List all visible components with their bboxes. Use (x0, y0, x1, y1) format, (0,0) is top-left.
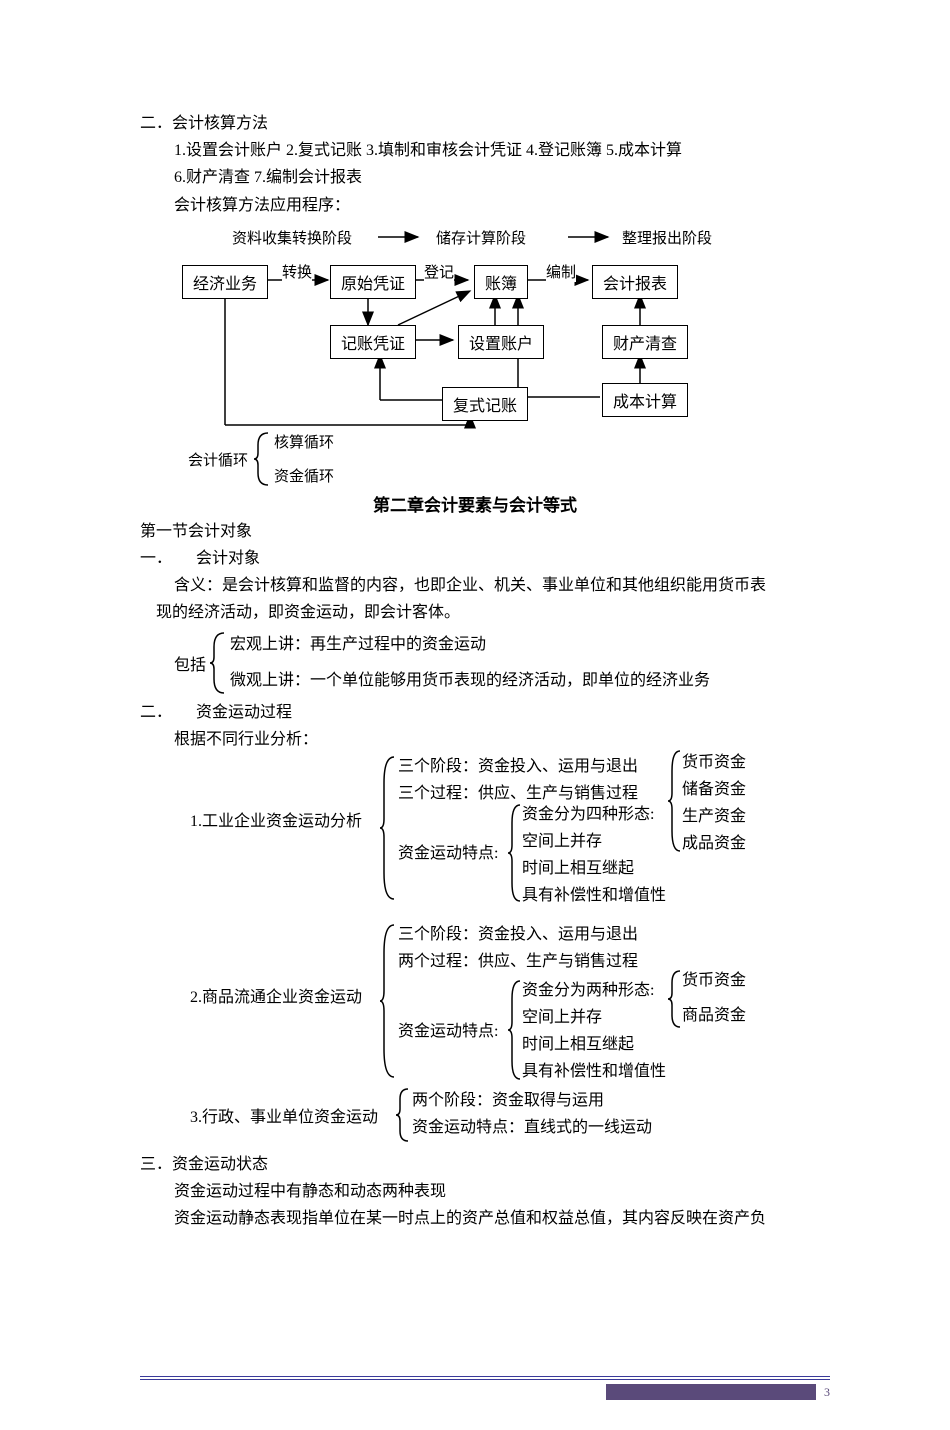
application-procedure-label: 会计核算方法应用程序： (140, 192, 810, 219)
cycle-item-b: 资金循环 (274, 465, 334, 486)
ch2-h3b: 资金运动静态表现指单位在某一时点上的资产总值和权益总值，其内容反映在资产负 (140, 1205, 810, 1232)
ind3-a: 两个阶段：资金取得与运用 (412, 1087, 652, 1114)
ind1-t3: 时间上相互继起 (522, 855, 666, 882)
ind1-t2: 空间上并存 (522, 828, 666, 855)
ch2-h3: 三．资金运动状态 (140, 1151, 810, 1178)
ind3-b: 资金运动特点：直线式的一线运动 (412, 1114, 652, 1141)
include-micro: 微观上讲：一个单位能够用货币表现的经济活动，即单位的经济业务 (230, 667, 710, 694)
stage-label-2: 储存计算阶段 (436, 227, 526, 248)
footer-accent-bar (606, 1384, 816, 1400)
ch2-h2: 二． 资金运动过程 (140, 699, 810, 726)
ch2-h1: 一． 会计对象 (140, 545, 810, 572)
stage-label-1: 资料收集转换阶段 (232, 227, 352, 248)
definition-line-2: 现的经济活动，即资金运动，即会计客体。 (140, 599, 810, 626)
form-reserve: 储备资金 (682, 776, 746, 803)
methods-list-2: 6.财产清查 7.编制会计报表 (140, 164, 810, 191)
section-2-heading: 二．会计核算方法 (140, 110, 810, 137)
include-macro: 宏观上讲：再生产过程中的资金运动 (230, 631, 710, 658)
ind2-t1: 资金分为两种形态: (522, 977, 666, 1004)
admin-analysis-block: 3.行政、事业单位资金运动 两个阶段：资金取得与运用 资金运动特点：直线式的一线… (190, 1087, 810, 1145)
form-finished: 成品资金 (682, 830, 746, 857)
form-production: 生产资金 (682, 803, 746, 830)
box-setup-account: 设置账户 (458, 325, 544, 359)
arrow-label-register: 登记 (424, 261, 454, 282)
chapter-2-title: 第二章会计要素与会计等式 (140, 485, 810, 518)
ch2-section-1: 第一节会计对象 (140, 518, 810, 545)
page-number: 3 (824, 1385, 830, 1400)
cycle-item-a: 核算循环 (274, 431, 334, 452)
ind1-t1: 资金分为四种形态: (522, 801, 666, 828)
ind2-process: 两个过程：供应、生产与销售过程 (398, 948, 638, 975)
ind3-label: 3.行政、事业单位资金运动 (190, 1103, 378, 1127)
ind2-t2: 空间上并存 (522, 1004, 666, 1031)
arrow-label-convert: 转换 (282, 261, 312, 282)
ch2-h3a: 资金运动过程中有静态和动态两种表现 (140, 1178, 810, 1205)
box-statements: 会计报表 (592, 265, 678, 299)
page-footer: 3 (140, 1376, 830, 1400)
ind2-t3: 时间上相互继起 (522, 1031, 666, 1058)
ind2-label: 2.商品流通企业资金运动 (190, 983, 362, 1007)
commercial-analysis-block: 2.商品流通企业资金运动 三个阶段：资金投入、运用与退出 两个过程：供应、生产与… (190, 921, 810, 1083)
ind2-features-label: 资金运动特点: (398, 1017, 498, 1041)
methods-list-1: 1.设置会计账户 2.复式记账 3.填制和审核会计凭证 4.登记账簿 5.成本计… (140, 137, 810, 164)
include-label: 包括 (174, 651, 206, 675)
ind1-stage: 三个阶段：资金投入、运用与退出 (398, 753, 638, 780)
arrow-label-compile: 编制 (546, 261, 576, 282)
box-economic-business: 经济业务 (182, 265, 268, 299)
box-double-entry: 复式记账 (442, 387, 528, 421)
box-bookkeeping-voucher: 记账凭证 (330, 325, 416, 359)
ind2-t4: 具有补偿性和增值性 (522, 1058, 666, 1085)
industrial-analysis-block: 1.工业企业资金运动分析 三个阶段：资金投入、运用与退出 三个过程：供应、生产与… (190, 753, 810, 903)
ind1-t4: 具有补偿性和增值性 (522, 882, 666, 909)
accounting-flowchart: 资料收集转换阶段 储存计算阶段 整理报出阶段 经济业务 原始凭证 账簿 会计报表… (160, 225, 810, 485)
box-cost-calc: 成本计算 (602, 383, 688, 417)
ind2-stage: 三个阶段：资金投入、运用与退出 (398, 921, 638, 948)
ind1-features-label: 资金运动特点: (398, 839, 498, 863)
stage-label-3: 整理报出阶段 (622, 227, 712, 248)
form2-money: 货币资金 (682, 967, 746, 994)
box-ledger: 账簿 (474, 265, 528, 299)
document-page: 二．会计核算方法 1.设置会计账户 2.复式记账 3.填制和审核会计凭证 4.登… (0, 0, 950, 1430)
box-property-check: 财产清查 (602, 325, 688, 359)
include-brace: 包括 宏观上讲：再生产过程中的资金运动 微观上讲：一个单位能够用货币表现的经济活… (140, 631, 810, 695)
box-original-voucher: 原始凭证 (330, 265, 416, 299)
definition-line-1: 含义：是会计核算和监督的内容，也即企业、机关、事业单位和其他组织能用货币表 (140, 572, 810, 599)
form2-goods: 商品资金 (682, 1002, 746, 1029)
cycle-label: 会计循环 (188, 449, 248, 470)
ind1-label: 1.工业企业资金运动分析 (190, 807, 362, 831)
form-money: 货币资金 (682, 749, 746, 776)
